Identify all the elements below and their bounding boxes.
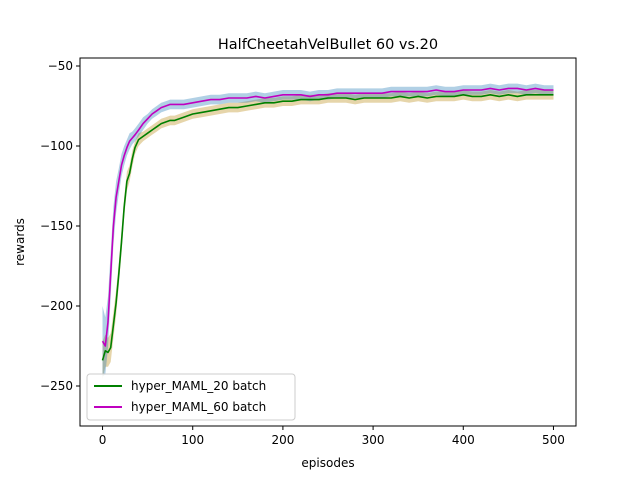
plot-frame — [79, 57, 577, 427]
x-axis-label: episodes — [301, 456, 354, 470]
series-line-0 — [101, 94, 554, 361]
y-axis: −250 −200 −150 −100 −50 — [40, 59, 80, 393]
legend: hyper_MAML_20 batch hyper_MAML_60 batch — [86, 373, 296, 421]
legend-label-series-1: hyper_MAML_60 batch — [131, 400, 266, 414]
y-tick-label: −150 — [40, 219, 73, 233]
chart-title: HalfCheetahVelBullet 60 vs.20 — [218, 37, 438, 53]
y-tick-label: −250 — [40, 379, 73, 393]
y-tick-label: −200 — [40, 299, 73, 313]
x-tick-label: 0 — [99, 433, 107, 447]
x-tick-label: 200 — [271, 433, 294, 447]
series-lines — [101, 87, 554, 361]
x-tick-label: 400 — [452, 433, 475, 447]
y-tick-label: −50 — [48, 59, 73, 73]
legend-label-series-0: hyper_MAML_20 batch — [131, 379, 266, 393]
x-axis: 0 100 200 300 400 500 — [99, 426, 565, 447]
y-tick-label: −100 — [40, 139, 73, 153]
legend-box — [86, 373, 296, 421]
series-line-1 — [101, 87, 554, 347]
x-tick-label: 300 — [362, 433, 385, 447]
x-tick-label: 100 — [181, 433, 204, 447]
y-axis-label: rewards — [13, 218, 27, 266]
x-tick-label: 500 — [542, 433, 565, 447]
